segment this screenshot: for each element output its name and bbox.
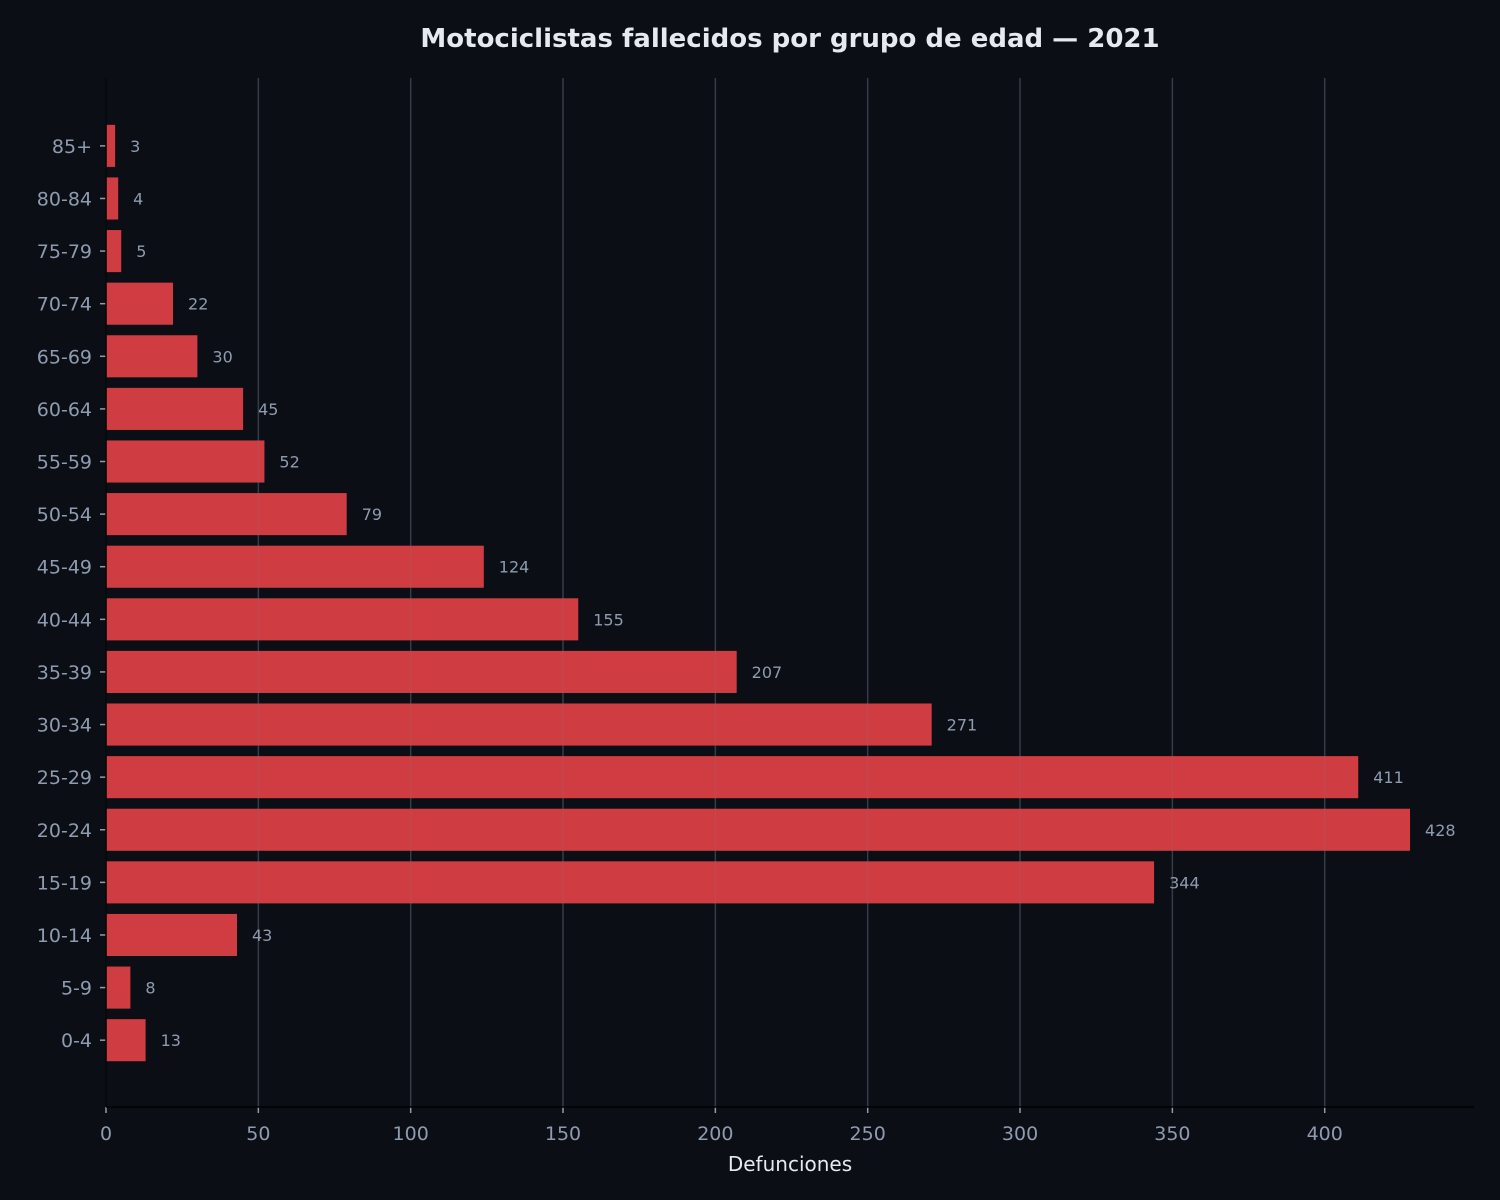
- chart-title: Motociclistas fallecidos por grupo de ed…: [420, 24, 1159, 54]
- bar: [106, 756, 1359, 799]
- x-axis: 0 50 100 150 200 250 300 350 400: [100, 1107, 1343, 1145]
- y-tick-label: 15-19: [37, 872, 92, 894]
- data-label: 5: [136, 242, 146, 261]
- x-tick-label: 150: [545, 1123, 581, 1145]
- bar: [106, 493, 347, 536]
- data-label: 79: [362, 505, 382, 524]
- bar: [106, 598, 579, 641]
- bar: [106, 335, 198, 378]
- bar: [106, 808, 1411, 851]
- x-tick-label: 200: [697, 1123, 733, 1145]
- y-tick-label: 55-59: [37, 452, 92, 474]
- bar: [106, 177, 119, 220]
- data-label: 155: [593, 610, 624, 629]
- x-tick-label: 0: [100, 1123, 112, 1145]
- x-tick-label: 50: [246, 1123, 270, 1145]
- x-tick-label: 100: [393, 1123, 429, 1145]
- y-tick-label: 5-9: [61, 978, 92, 1000]
- x-tick-label: 350: [1154, 1123, 1190, 1145]
- data-label: 52: [279, 453, 299, 472]
- bar: [106, 440, 265, 483]
- data-label: 271: [947, 716, 978, 735]
- data-label: 22: [188, 295, 208, 314]
- bars: [106, 124, 1411, 1062]
- y-tick-label: 10-14: [37, 925, 92, 947]
- y-tick-label: 25-29: [37, 767, 92, 789]
- bar: [106, 703, 932, 746]
- bar: [106, 124, 116, 167]
- grid: [105, 78, 1326, 1107]
- y-tick-label: 30-34: [37, 715, 92, 737]
- x-tick-label: 400: [1307, 1123, 1343, 1145]
- bar: [106, 282, 174, 325]
- bar: [106, 861, 1155, 904]
- grid-overlay: [105, 78, 1326, 1107]
- y-tick-label: 20-24: [37, 820, 92, 842]
- y-tick-label: 40-44: [37, 609, 92, 631]
- data-label: 4: [133, 189, 143, 208]
- y-tick-label: 60-64: [37, 399, 92, 421]
- y-tick-label: 70-74: [37, 294, 92, 316]
- bar: [106, 545, 484, 588]
- bar: [106, 387, 244, 430]
- data-label: 13: [161, 1031, 181, 1050]
- bar: [106, 966, 131, 1009]
- data-label: 43: [252, 926, 272, 945]
- bar: [106, 650, 737, 693]
- data-label: 30: [212, 347, 232, 366]
- data-label: 207: [752, 663, 783, 682]
- bar: [106, 913, 238, 957]
- y-tick-label: 75-79: [37, 241, 92, 263]
- bar: [106, 230, 122, 273]
- y-tick-label: 65-69: [37, 346, 92, 368]
- x-tick-label: 300: [1002, 1123, 1038, 1145]
- y-tick-label: 45-49: [37, 557, 92, 579]
- x-tick-label: 250: [850, 1123, 886, 1145]
- y-tick-label: 0-4: [61, 1030, 92, 1052]
- y-tick-label: 80-84: [37, 188, 92, 210]
- data-label: 3: [130, 137, 140, 156]
- y-tick-label: 35-39: [37, 662, 92, 684]
- data-label: 411: [1373, 768, 1404, 787]
- data-label: 8: [145, 979, 155, 998]
- bar: [106, 1019, 146, 1062]
- y-tick-label: 50-54: [37, 504, 92, 526]
- data-label: 344: [1169, 873, 1200, 892]
- y-axis: 0-4 5-9 10-14 15-19 20-24 25-29 30-34 35-39 40-4…: [37, 136, 106, 1052]
- data-label: 45: [258, 400, 278, 419]
- data-label: 124: [499, 558, 530, 577]
- x-axis-label: Defunciones: [728, 1152, 852, 1176]
- data-label: 428: [1425, 821, 1456, 840]
- y-tick-label: 85+: [52, 136, 92, 158]
